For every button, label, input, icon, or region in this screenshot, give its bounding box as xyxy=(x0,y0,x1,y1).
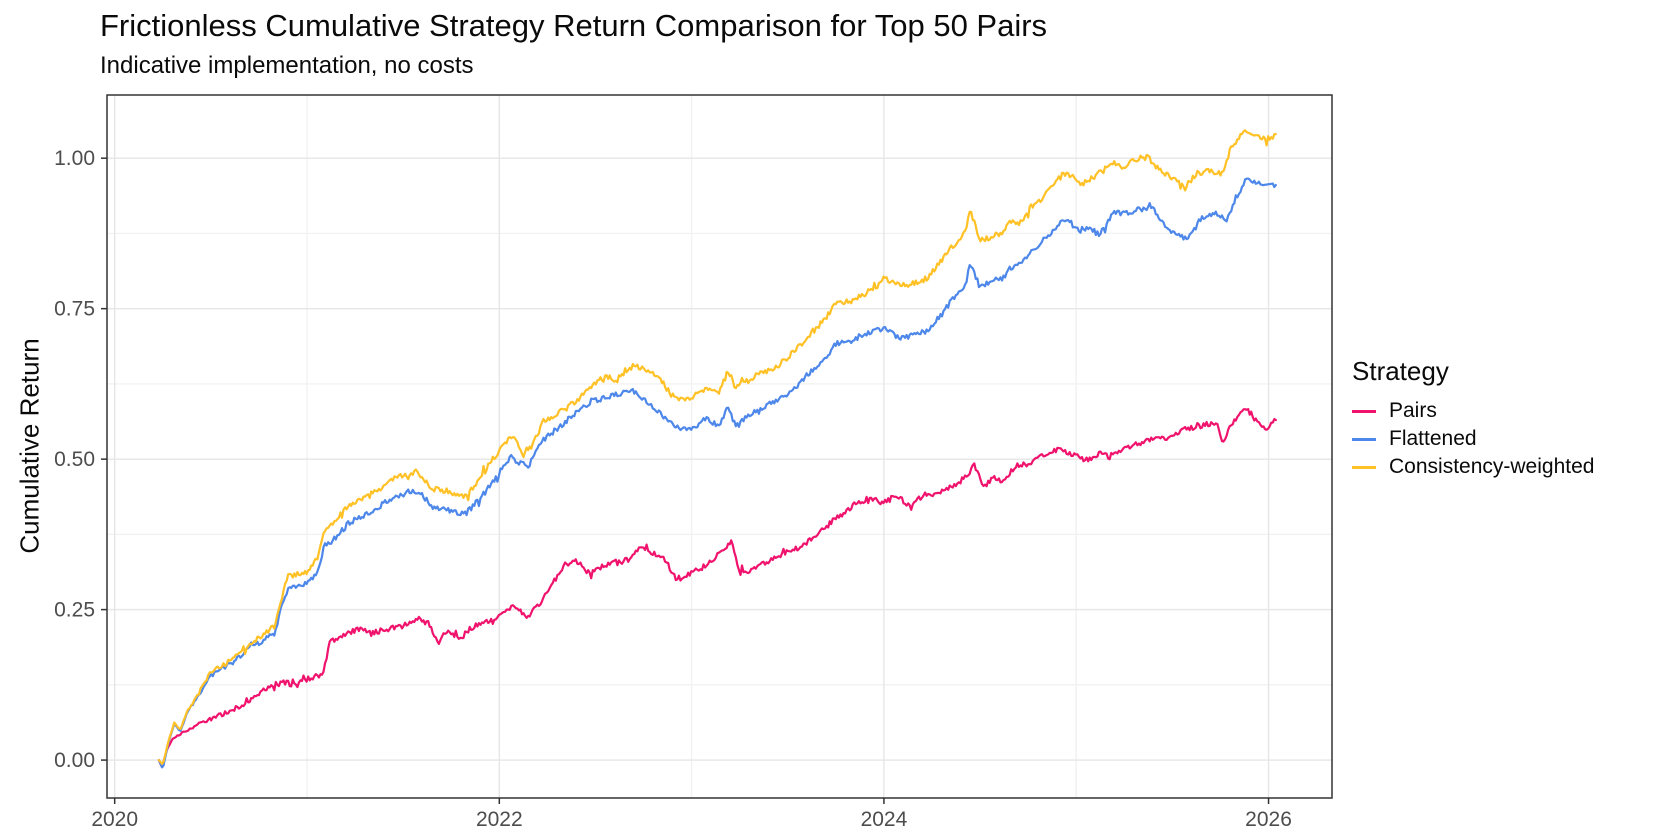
y-tick-label: 1.00 xyxy=(54,147,95,170)
legend-label-pairs: Pairs xyxy=(1389,399,1437,422)
x-tick-label: 2026 xyxy=(1245,808,1292,831)
flattened-line-swatch-icon xyxy=(1352,437,1376,441)
y-tick-label: 0.50 xyxy=(54,448,95,471)
y-tick-label: 0.25 xyxy=(54,599,95,622)
series-flattened-line xyxy=(157,177,1277,769)
chart-title: Frictionless Cumulative Strategy Return … xyxy=(100,8,1048,43)
legend: Strategy Pairs Flattened Consistency-wei… xyxy=(1352,356,1594,481)
x-tick-label: 2024 xyxy=(861,808,908,831)
chart-subtitle: Indicative implementation, no costs xyxy=(100,52,474,79)
pairs-line-swatch-icon xyxy=(1352,409,1376,413)
consistency-weighted-line-swatch-icon xyxy=(1352,465,1376,469)
legend-item-flattened: Flattened xyxy=(1352,425,1594,453)
legend-label-flattened: Flattened xyxy=(1389,427,1477,450)
x-tick-label: 2022 xyxy=(476,808,523,831)
series-consistency-weighted-line xyxy=(157,129,1277,766)
legend-item-pairs: Pairs xyxy=(1352,397,1594,425)
y-tick-label: 0.00 xyxy=(54,749,95,772)
legend-title: Strategy xyxy=(1352,356,1449,386)
plot-panel xyxy=(107,95,1332,798)
x-tick-label: 2020 xyxy=(91,808,138,831)
panel-border xyxy=(106,94,1333,799)
legend-label-consistency-weighted: Consistency-weighted xyxy=(1389,455,1595,478)
series-pairs-line xyxy=(157,408,1277,768)
legend-item-consistency-weighted: Consistency-weighted xyxy=(1352,453,1594,481)
y-tick-label: 0.75 xyxy=(54,298,95,321)
